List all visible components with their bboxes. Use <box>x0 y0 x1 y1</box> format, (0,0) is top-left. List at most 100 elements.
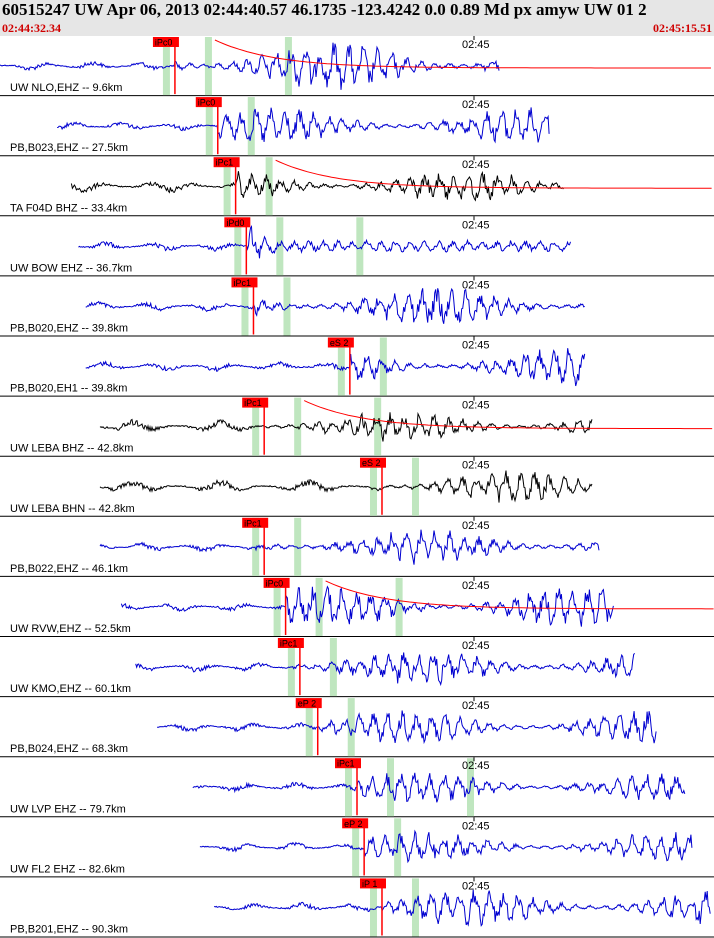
station-label: UW BOW EHZ -- 36.7km <box>10 262 132 274</box>
window-band <box>345 758 352 817</box>
pick-flag <box>231 277 258 288</box>
waveform-line <box>99 411 593 442</box>
pick-label: eS 2 <box>362 458 381 468</box>
station-label: PB,B024,EHZ -- 68.3km <box>10 743 128 755</box>
trace-row: 02:45 iPc1 TA F04D BHZ -- 33.4km <box>0 156 714 217</box>
pick-label: iPc1 <box>244 518 262 528</box>
window-band <box>247 97 255 156</box>
window-band <box>369 457 377 516</box>
pick-label: iPc1 <box>280 639 298 649</box>
time-mark-label: 02:45 <box>462 279 490 291</box>
station-label: PB,B020,EHZ -- 39.8km <box>10 323 128 335</box>
trace-row: 02:45 iPd0 UW BOW EHZ -- 36.7km <box>0 216 714 277</box>
pick-label: iPc1 <box>233 278 251 288</box>
waveform-line <box>213 889 711 927</box>
window-band <box>379 337 387 396</box>
waveform-line <box>99 529 600 565</box>
pick-flag <box>359 457 386 468</box>
station-label: UW LVP EHZ -- 79.7km <box>10 803 126 815</box>
window-band <box>356 217 364 276</box>
station-label: UW RVW,EHZ -- 52.5km <box>10 623 131 635</box>
waveform-line <box>120 585 614 627</box>
coda-curve <box>303 400 713 430</box>
time-mark-label: 02:45 <box>462 520 490 532</box>
coda-curve <box>325 580 714 610</box>
pick-flag <box>277 638 304 648</box>
pick-flag <box>327 337 354 348</box>
seismogram-panel: 02:45 iPc0 UW NLO,EHZ -- 9.6km 02:45 iPc0 PB,… <box>0 36 714 938</box>
window-band <box>387 758 394 817</box>
trace-row: 02:45 iPc1 PB,B022,EHZ -- 46.1km <box>0 516 714 577</box>
pick-flag <box>195 97 222 108</box>
pick-label: eP 2 <box>344 819 362 829</box>
station-label: TA F04D BHZ -- 33.4km <box>10 202 127 214</box>
waveform-line <box>57 107 550 144</box>
waveform-line <box>70 170 564 202</box>
pick-label: iPd0 <box>226 218 244 228</box>
window-band <box>315 577 323 636</box>
station-label: PB,B020,EH1 -- 39.8km <box>10 383 127 395</box>
time-end-label: 02:45:15.51 <box>653 21 712 35</box>
waveform-line <box>156 710 657 745</box>
trace-row: 02:45 iPc1 UW KMO,EHZ -- 60.1km <box>0 637 714 698</box>
window-band <box>347 698 355 757</box>
time-mark-label: 02:45 <box>462 39 490 51</box>
pick-label: iPc1 <box>337 759 355 769</box>
pick-flag <box>359 878 386 889</box>
station-label: PB,B023,EHZ -- 27.5km <box>10 142 128 154</box>
time-mark-label: 02:45 <box>462 159 490 171</box>
time-mark-label: 02:45 <box>462 700 490 712</box>
window-band <box>283 277 291 336</box>
time-mark-label: 02:45 <box>462 880 490 892</box>
trace-row: 02:45 iPc0 PB,B023,EHZ -- 27.5km <box>0 96 714 157</box>
trace-row: 02:45 iPc1 UW LVP EHZ -- 79.7km <box>0 757 714 818</box>
station-label: UW NLO,EHZ -- 9.6km <box>10 82 122 94</box>
station-label: UW LEBA BHN -- 42.8km <box>10 503 135 515</box>
pick-flag <box>295 698 322 709</box>
waveform-line <box>85 348 586 387</box>
station-label: UW KMO,EHZ -- 60.1km <box>10 683 131 695</box>
window-band <box>369 878 377 937</box>
trace-row: 02:45 iPc1 UW LEBA BHZ -- 42.8km <box>0 396 714 457</box>
window-band <box>252 517 260 576</box>
window-band <box>234 217 242 276</box>
window-band <box>205 97 213 156</box>
window-band <box>411 878 419 937</box>
waveform-line <box>0 42 500 90</box>
coda-curve <box>214 39 711 69</box>
pick-label: eS 2 <box>330 338 349 348</box>
pick-label: iPc0 <box>155 38 173 48</box>
station-label: UW LEBA BHZ -- 42.8km <box>10 443 133 455</box>
waveform-line <box>199 829 693 864</box>
window-band <box>276 217 284 276</box>
pick-label: iPc1 <box>216 158 234 168</box>
pick-flag <box>224 217 251 228</box>
pick-label: iPc0 <box>266 578 284 588</box>
time-mark-label: 02:45 <box>462 820 490 832</box>
window-band <box>337 337 345 396</box>
window-band <box>352 818 360 877</box>
pick-flag <box>242 517 269 528</box>
trace-row: 02:45 eP 2 PB,B024,EHZ -- 68.3km <box>0 697 714 758</box>
station-label: PB,B022,EHZ -- 46.1km <box>10 563 128 575</box>
pick-flag <box>242 397 269 408</box>
time-mark-label: 02:45 <box>462 580 490 592</box>
waveform-line <box>78 224 571 259</box>
trace-row: 02:45 eS 2 UW LEBA BHN -- 42.8km <box>0 456 714 517</box>
waveform-line <box>99 470 593 503</box>
pick-label: iP 1 <box>362 879 377 889</box>
station-label: UW FL2 EHZ -- 82.6km <box>10 863 125 875</box>
trace-row: 02:45 eS 2 PB,B020,EH1 -- 39.8km <box>0 336 714 397</box>
waveform-line <box>135 652 636 687</box>
trace-row: 02:45 eP 2 UW FL2 EHZ -- 82.6km <box>0 817 714 878</box>
time-mark-label: 02:45 <box>462 460 490 472</box>
time-mark-label: 02:45 <box>462 760 490 772</box>
time-mark-label: 02:45 <box>462 340 490 352</box>
pick-label: iPc0 <box>198 98 216 108</box>
event-header: 60515247 UW Apr 06, 2013 02:44:40.57 46.… <box>0 0 714 36</box>
coda-curve <box>275 159 712 189</box>
pick-label: eP 2 <box>298 699 316 709</box>
time-mark-label: 02:45 <box>462 99 490 111</box>
trace-row: 02:45 iPc1 PB,B020,EHZ -- 39.8km <box>0 276 714 337</box>
waveform-line <box>192 772 686 803</box>
